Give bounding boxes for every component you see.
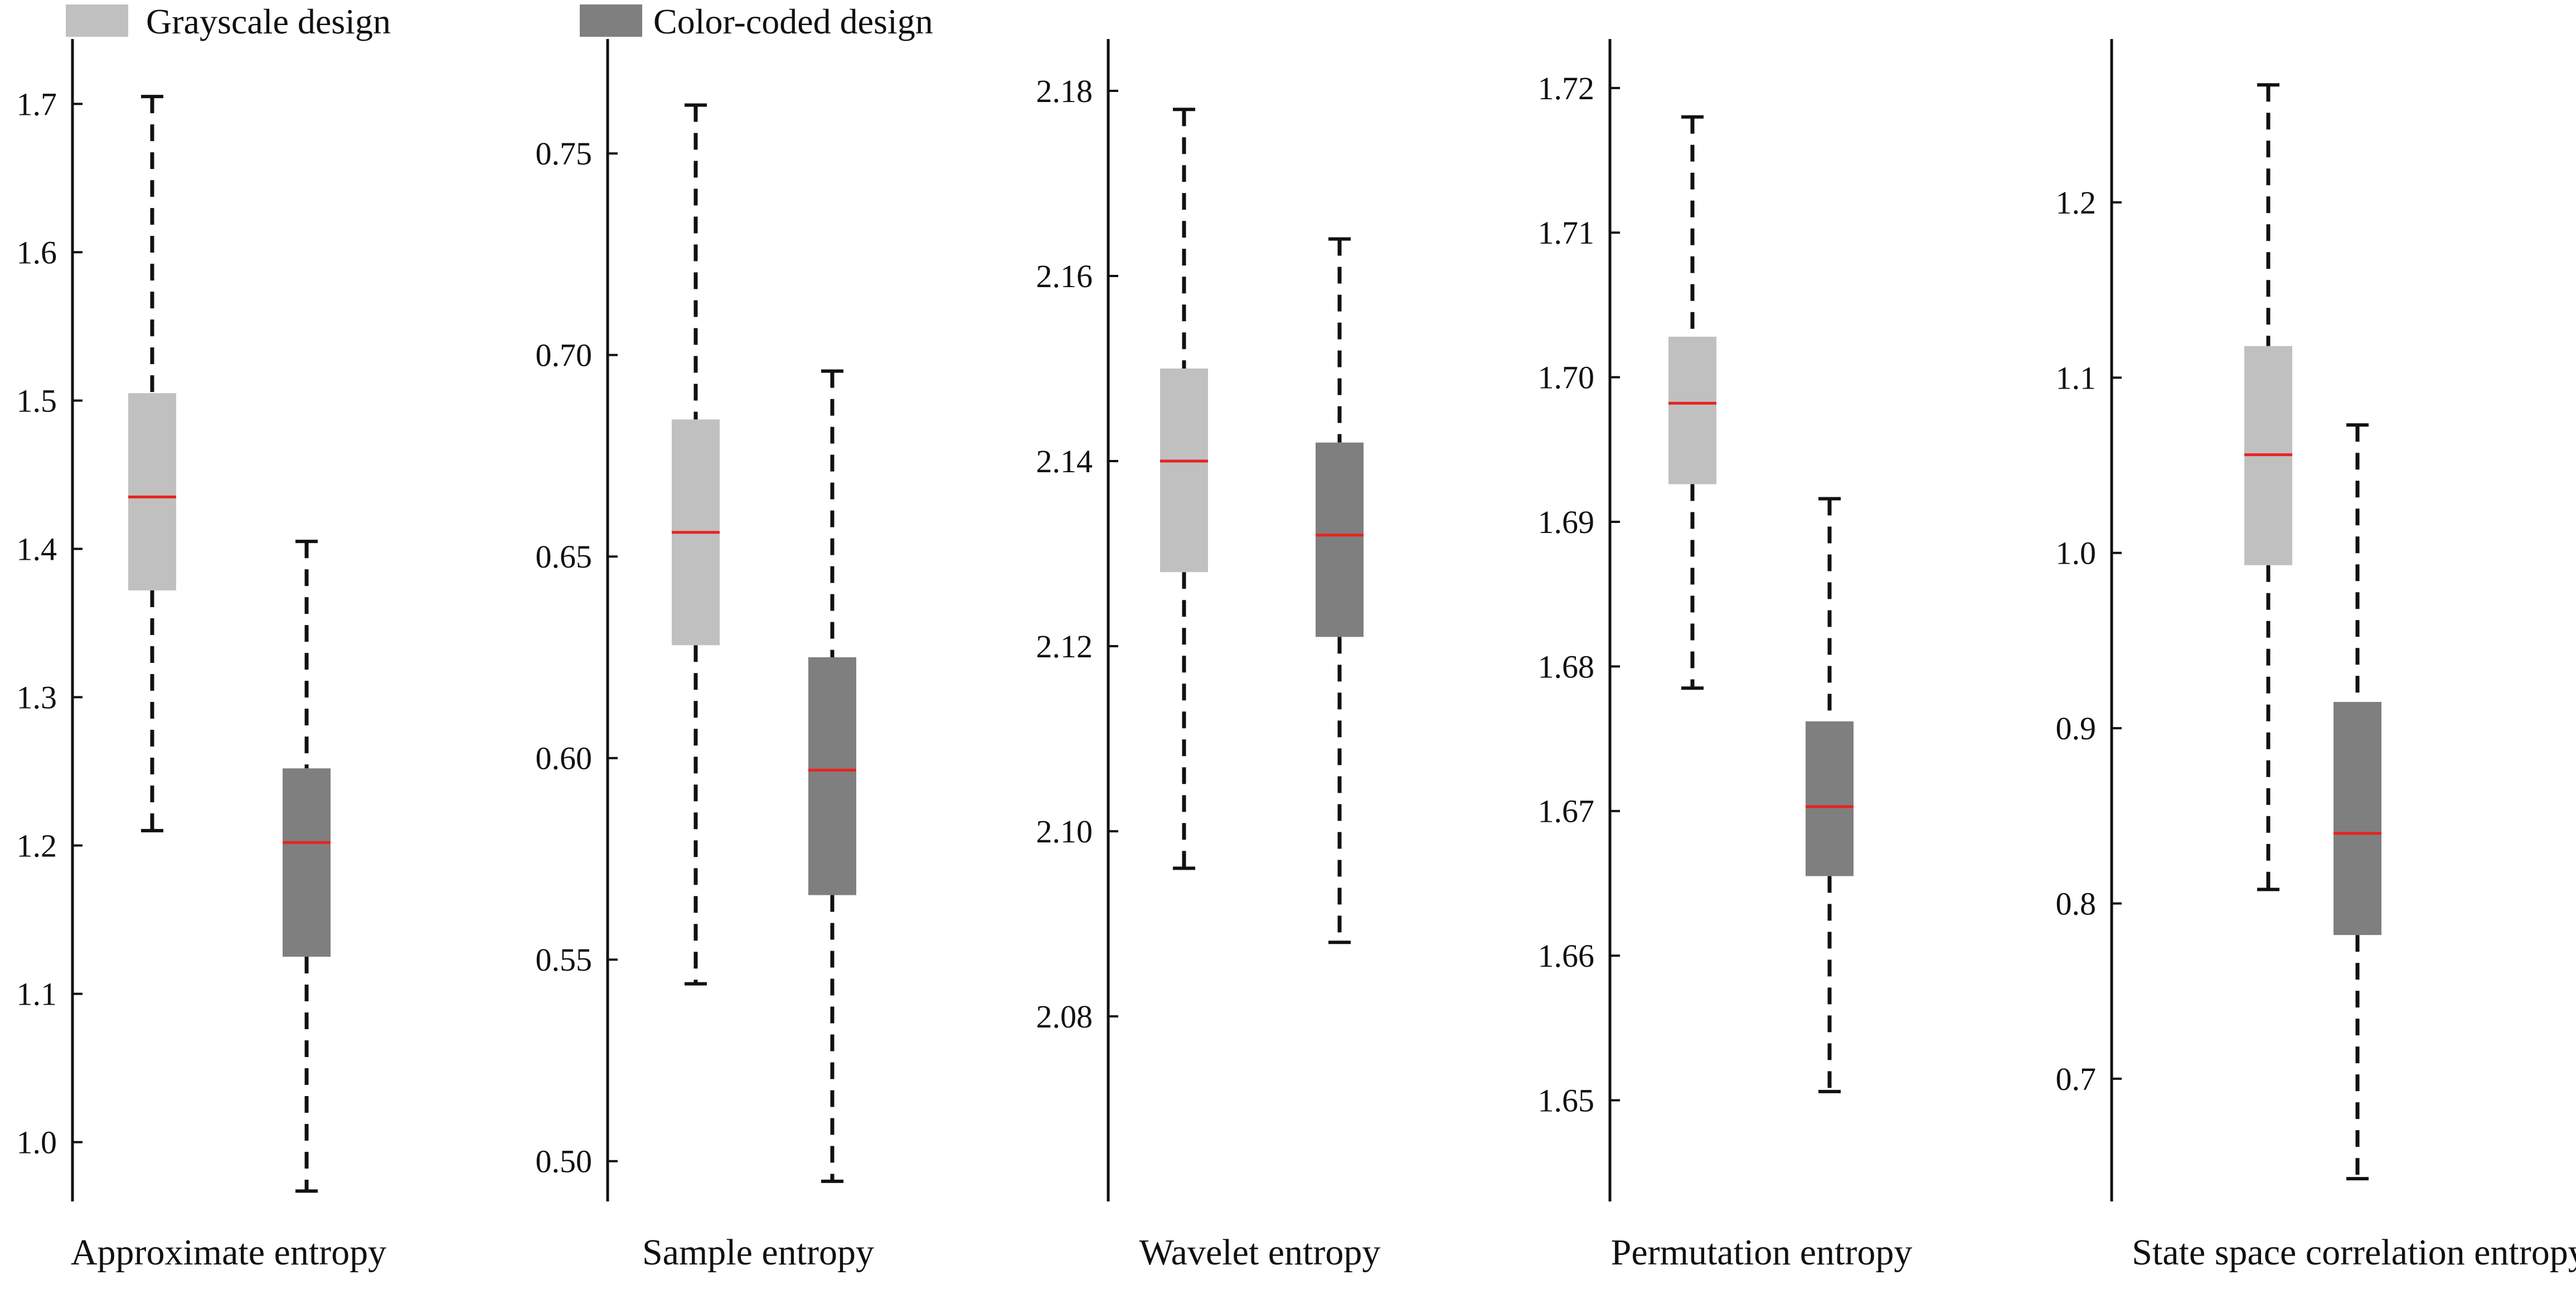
y-tick-label: 1.69	[1538, 504, 1595, 540]
legend-label-color-coded: Color-coded design	[653, 2, 933, 41]
y-tick-label: 1.70	[1538, 360, 1595, 396]
iqr-box	[808, 657, 856, 895]
y-tick-label: 0.9	[2056, 710, 2097, 747]
iqr-box	[2334, 701, 2381, 936]
x-axis-label: Sample entropy	[642, 1232, 874, 1273]
iqr-box	[1806, 721, 1854, 876]
y-tick-label: 2.12	[1036, 628, 1093, 665]
legend-label-grayscale: Grayscale design	[146, 2, 391, 41]
y-tick-label: 1.3	[17, 680, 57, 716]
y-tick-label: 1.2	[2056, 185, 2097, 221]
x-axis-label: Approximate entropy	[71, 1232, 386, 1273]
panel-sample-entropy: 0.50 0.55 0.60 0.65 0.70 0.75 Sample entropy	[536, 39, 874, 1273]
box-color-coded	[1316, 237, 1364, 944]
y-tick-label: 1.68	[1538, 648, 1595, 685]
panel-approximate-entropy: 1.0 1.1 1.2 1.3 1.4 1.5 1.6 1.7 Approximate entr…	[17, 39, 386, 1273]
iqr-box	[1160, 369, 1208, 573]
y-tick-label: 1.4	[17, 531, 57, 567]
x-axis-label: Wavelet entropy	[1139, 1232, 1381, 1273]
box-color-coded	[2334, 423, 2381, 1181]
y-tick-label: 0.8	[2056, 886, 2097, 922]
y-tick-label: 0.65	[536, 539, 593, 575]
iqr-box	[128, 393, 176, 590]
panel-permutation-entropy: 1.65 1.66 1.67 1.68 1.69 1.70 1.71 1.72 Permutat…	[1538, 39, 1913, 1273]
y-tick-label: 1.1	[2056, 360, 2097, 396]
y-tick-label: 0.70	[536, 337, 593, 374]
y-tick-label: 1.72	[1538, 70, 1595, 106]
box-grayscale	[2244, 83, 2292, 891]
y-tick-label: 1.5	[17, 382, 57, 419]
y-tick-label: 1.1	[17, 976, 57, 1012]
legend-swatch-color-coded	[580, 4, 642, 37]
panel-wavelet-entropy: 2.08 2.10 2.12 2.14 2.16 2.18 Wavelet entropy	[1036, 39, 1381, 1273]
y-tick-label: 1.2	[17, 828, 57, 864]
box-grayscale	[672, 103, 720, 986]
box-color-coded	[808, 369, 856, 1183]
box-color-coded	[1806, 497, 1854, 1093]
y-tick-label: 1.66	[1538, 938, 1595, 974]
y-tick-label: 1.6	[17, 234, 57, 270]
y-tick-label: 2.14	[1036, 443, 1093, 479]
y-tick-label: 1.65	[1538, 1082, 1595, 1118]
y-tick-label: 0.55	[536, 942, 593, 978]
box-grayscale	[128, 95, 176, 832]
chart-panels: 1.0 1.1 1.2 1.3 1.4 1.5 1.6 1.7 Approximate entr…	[17, 39, 2576, 1273]
y-tick-label: 0.50	[536, 1143, 593, 1180]
y-tick-label: 0.75	[536, 135, 593, 172]
y-tick-label: 2.10	[1036, 813, 1093, 850]
iqr-box	[1668, 336, 1716, 484]
y-tick-label: 1.0	[2056, 535, 2097, 571]
x-axis-label: State space correlation entropy	[2132, 1232, 2576, 1273]
y-tick-label: 1.0	[17, 1125, 57, 1161]
panel-state-space-correlation-entropy: 0.7 0.8 0.9 1.0 1.1 1.2 State space correlatio…	[2056, 39, 2576, 1273]
iqr-box	[1316, 442, 1364, 637]
y-tick-label: 0.60	[536, 740, 593, 777]
box-color-coded	[283, 540, 331, 1193]
y-tick-label: 2.18	[1036, 73, 1093, 109]
y-tick-label: 2.08	[1036, 999, 1093, 1035]
y-tick-label: 1.67	[1538, 793, 1595, 830]
box-grayscale	[1160, 108, 1208, 870]
legend-swatch-grayscale	[66, 4, 128, 37]
y-tick-label: 2.16	[1036, 258, 1093, 294]
box-grayscale	[1668, 115, 1716, 690]
iqr-box	[283, 768, 331, 957]
x-axis-label: Permutation entropy	[1611, 1232, 1913, 1273]
y-tick-label: 1.7	[17, 86, 57, 122]
y-tick-label: 0.7	[2056, 1061, 2097, 1097]
legend: Grayscale design Color-coded design	[66, 2, 933, 41]
y-tick-label: 1.71	[1538, 215, 1595, 251]
